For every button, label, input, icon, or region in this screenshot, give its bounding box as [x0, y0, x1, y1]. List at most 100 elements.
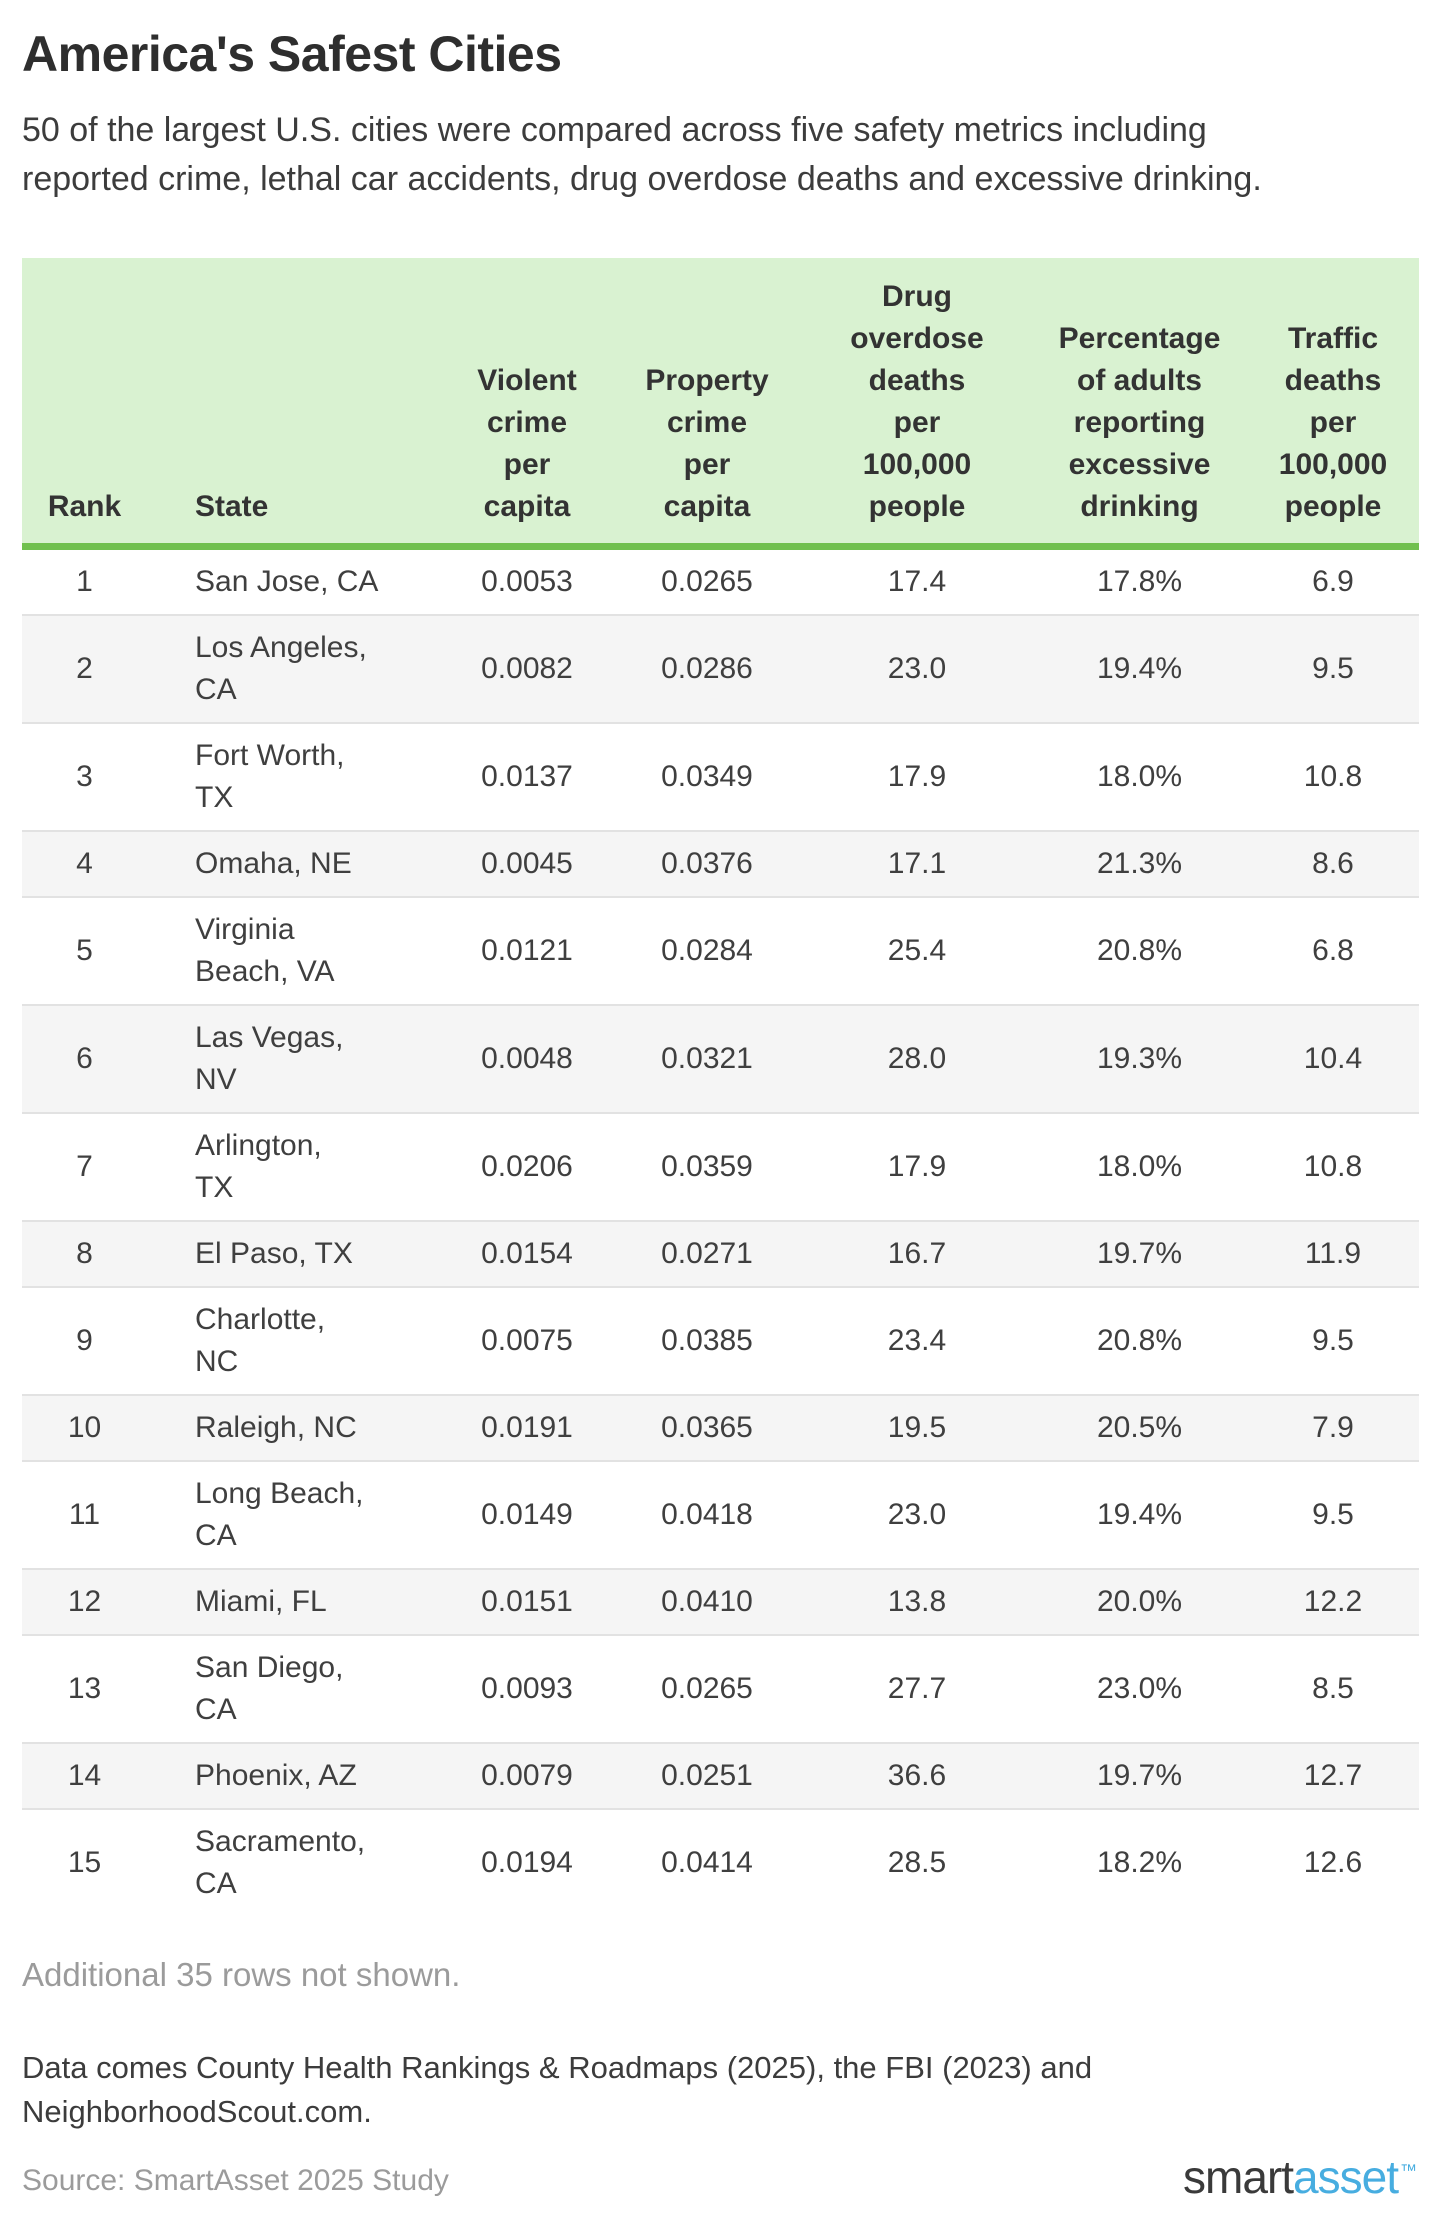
value-cell: 16.7: [802, 1219, 1032, 1287]
value-cell: 0.0121: [442, 895, 612, 1005]
value-cell: 0.0206: [442, 1111, 612, 1221]
state-cell: Miami, FL: [147, 1567, 442, 1635]
value-cell: 0.0045: [442, 829, 612, 897]
value-cell: 0.0418: [612, 1459, 802, 1569]
additional-rows-note: Additional 35 rows not shown.: [22, 1955, 461, 1993]
table-row: 6 Las Vegas, NV 0.0048 0.0321 28.0 19.3% 10.4: [22, 1003, 1419, 1113]
value-cell: 9.5: [1247, 613, 1419, 723]
value-cell: 0.0053: [481, 564, 573, 598]
value-cell: 28.5: [802, 1807, 1032, 1916]
value-cell: 18.0%: [1032, 721, 1247, 831]
table-row: 5 Virginia Beach, VA 0.0121 0.0284 25.4 20.8%…: [22, 895, 1419, 1005]
value-cell: 0.0365: [612, 1393, 802, 1461]
table-row: 11 Long Beach, CA 0.0149 0.0418 23.0 19.4% 9.5: [22, 1459, 1419, 1569]
value-cell: 20.0%: [1032, 1567, 1247, 1635]
table-row: 3 Fort Worth, TX 0.0137 0.0349 17.9 18.0% 10.8: [22, 721, 1419, 831]
rank-cell: 14: [22, 1741, 147, 1809]
value-cell: 23.0%: [1032, 1633, 1247, 1743]
value-cell: 18.2%: [1032, 1807, 1247, 1916]
value-cell: 7.9: [1247, 1393, 1419, 1461]
value-cell: 28.0: [802, 1003, 1032, 1113]
value-cell: 0.0075: [442, 1285, 612, 1395]
rank-cell: 8: [22, 1219, 147, 1287]
value-cell: 20.8%: [1032, 1285, 1247, 1395]
table-row: 7 Arlington, TX 0.0206 0.0359 17.9 18.0% 10.8: [22, 1111, 1419, 1221]
rank-cell: 10: [22, 1393, 147, 1461]
state-cell: Las Vegas, NV: [147, 1003, 442, 1113]
value-cell: 10.8: [1247, 1111, 1419, 1221]
table-row: 8 El Paso, TX 0.0154 0.0271 16.7 19.7% 11.9: [22, 1219, 1419, 1287]
value-cell: 6.9: [1312, 564, 1354, 598]
value-cell: 27.7: [802, 1633, 1032, 1743]
table-row: 9 Charlotte, NC 0.0075 0.0385 23.4 20.8% 9.5: [22, 1285, 1419, 1395]
table-row: 14 Phoenix, AZ 0.0079 0.0251 36.6 19.7% 12.7: [22, 1741, 1419, 1809]
value-cell: 19.4%: [1032, 613, 1247, 723]
value-cell: 0.0385: [612, 1285, 802, 1395]
page-subtitle: 50 of the largest U.S. cities were compa…: [22, 110, 1262, 198]
rank-cell: 13: [22, 1633, 147, 1743]
value-cell: 12.2: [1247, 1567, 1419, 1635]
value-cell: 17.9: [802, 721, 1032, 831]
safest-cities-table: Rank State Violent crime per capita Propert…: [22, 257, 1419, 1916]
state-cell: Virginia Beach, VA: [147, 895, 442, 1005]
rank-cell: 7: [22, 1111, 147, 1221]
state-cell: Sacramento, CA: [147, 1807, 442, 1916]
state-cell: Raleigh, NC: [147, 1393, 442, 1461]
value-cell: 19.7%: [1032, 1219, 1247, 1287]
state-cell: Fort Worth, TX: [147, 721, 442, 831]
rank-cell: 15: [22, 1807, 147, 1916]
value-cell: 6.8: [1247, 895, 1419, 1005]
table-row: 10 Raleigh, NC 0.0191 0.0365 19.5 20.5% 7.9: [22, 1393, 1419, 1461]
value-cell: 0.0048: [442, 1003, 612, 1113]
rank-cell: 3: [22, 721, 147, 831]
value-cell: 0.0286: [612, 613, 802, 723]
rank-cell: 9: [22, 1285, 147, 1395]
state-cell: Los Angeles, CA: [147, 613, 442, 723]
value-cell: 0.0191: [442, 1393, 612, 1461]
table-header: Rank State Violent crime per capita Propert…: [22, 257, 1419, 550]
smartasset-logo: smartasset ™: [1183, 2150, 1417, 2204]
value-cell: 19.5: [802, 1393, 1032, 1461]
page-title: America's Safest Cities: [22, 26, 562, 82]
value-cell: 0.0251: [612, 1741, 802, 1809]
logo-text-asset: asset: [1293, 2150, 1399, 2203]
source-text: Source: SmartAsset 2025 Study: [22, 2163, 449, 2197]
value-cell: 17.1: [802, 829, 1032, 897]
value-cell: 0.0349: [612, 721, 802, 831]
logo-text-smart: smart: [1183, 2150, 1294, 2203]
state-cell: Omaha, NE: [147, 829, 442, 897]
rank-cell: 5: [22, 895, 147, 1005]
rank-cell: 2: [22, 613, 147, 723]
value-cell: 10.4: [1247, 1003, 1419, 1113]
source-row: Source: SmartAsset 2025 Study smartasset…: [22, 2150, 1417, 2204]
state-cell: Arlington, TX: [147, 1111, 442, 1221]
value-cell: 0.0321: [612, 1003, 802, 1113]
column-header-traffic: Traffic deaths per 100,000 people: [1247, 257, 1419, 550]
value-cell: 0.0082: [442, 613, 612, 723]
value-cell: 8.6: [1247, 829, 1419, 897]
value-cell: 19.3%: [1032, 1003, 1247, 1113]
value-cell: 12.7: [1247, 1741, 1419, 1809]
rank-cell: 11: [22, 1459, 147, 1569]
table-row: 4 Omaha, NE 0.0045 0.0376 17.1 21.3% 8.6: [22, 829, 1419, 897]
value-cell: 8.5: [1247, 1633, 1419, 1743]
value-cell: 23.0: [802, 613, 1032, 723]
value-cell: 0.0265: [612, 1633, 802, 1743]
value-cell: 0.0414: [612, 1807, 802, 1916]
value-cell: 0.0410: [612, 1567, 802, 1635]
value-cell: 0.0359: [612, 1111, 802, 1221]
value-cell: 0.0265: [661, 564, 753, 598]
value-cell: 0.0271: [612, 1219, 802, 1287]
state-cell: Phoenix, AZ: [147, 1741, 442, 1809]
value-cell: 0.0079: [442, 1741, 612, 1809]
trademark-icon: ™: [1400, 2161, 1417, 2181]
table-row: 2 Los Angeles, CA 0.0082 0.0286 23.0 19.4% 9.5: [22, 613, 1419, 723]
value-cell: 0.0151: [442, 1567, 612, 1635]
state-cell: El Paso, TX: [147, 1219, 442, 1287]
value-cell: 10.8: [1247, 721, 1419, 831]
value-cell: 20.5%: [1032, 1393, 1247, 1461]
value-cell: 0.0376: [612, 829, 802, 897]
column-header-rank: Rank: [22, 257, 147, 550]
column-header-drink: Percentage of adults reporting excessive…: [1032, 257, 1247, 550]
